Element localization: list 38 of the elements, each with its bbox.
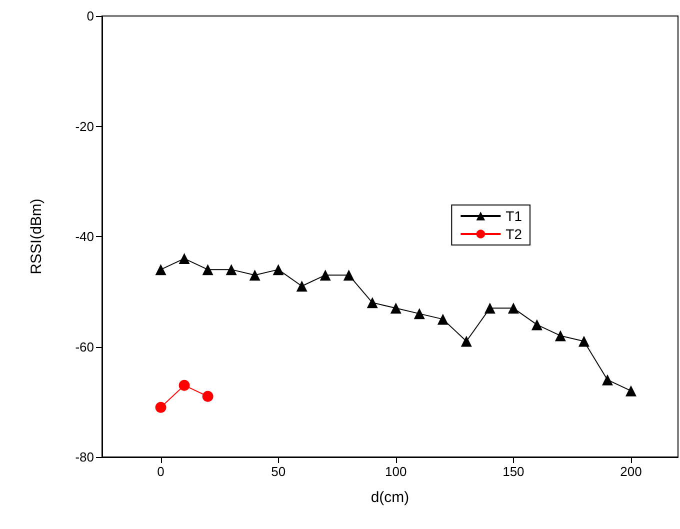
point xyxy=(202,390,214,402)
y-axis-title: RSSI(dBm) xyxy=(28,198,45,274)
y-tick-label: -60 xyxy=(75,339,94,354)
x-axis-title: d(cm) xyxy=(370,489,410,506)
point xyxy=(178,380,190,391)
x-tick-label: 200 xyxy=(620,464,642,479)
legend-label: T1 xyxy=(506,208,522,224)
point xyxy=(178,253,190,264)
y-tick-label: -20 xyxy=(75,118,94,134)
legend-label: T2 xyxy=(506,226,522,242)
point xyxy=(484,302,496,314)
point xyxy=(508,302,519,314)
point xyxy=(554,330,566,342)
x-tick-label: 0 xyxy=(157,464,164,479)
y-tick-label: 0 xyxy=(86,8,94,24)
point xyxy=(320,270,331,281)
x-tick-label: 50 xyxy=(271,464,286,479)
point xyxy=(272,264,284,276)
point xyxy=(602,374,613,386)
point xyxy=(578,336,590,347)
point xyxy=(460,336,472,347)
y-tick-label: -40 xyxy=(75,229,94,244)
point xyxy=(249,270,260,281)
point xyxy=(155,264,166,276)
x-tick-label: 100 xyxy=(385,464,407,479)
point xyxy=(155,402,166,413)
y-tick-label: -80 xyxy=(75,450,94,464)
point xyxy=(414,308,425,320)
point xyxy=(226,264,237,276)
point xyxy=(366,297,378,308)
point xyxy=(625,385,636,396)
point xyxy=(437,314,448,325)
point xyxy=(343,270,354,281)
x-tick-label: 150 xyxy=(502,464,524,479)
point xyxy=(202,264,214,276)
point xyxy=(531,319,542,330)
point xyxy=(390,302,402,314)
point xyxy=(296,280,308,292)
